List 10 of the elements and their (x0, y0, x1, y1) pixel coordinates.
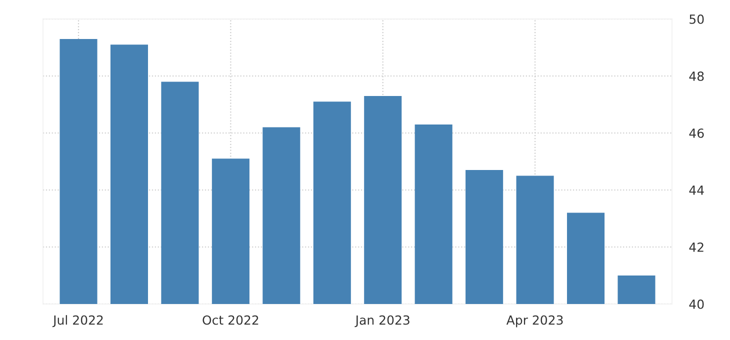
x-tick-label: Jul 2022 (52, 315, 103, 328)
y-tick-label: 40 (689, 299, 704, 309)
y-tick-label: 48 (689, 71, 704, 81)
y-tick-label: 42 (689, 242, 704, 252)
x-tick-label: Apr 2023 (506, 315, 563, 328)
y-tick-label: 46 (689, 128, 704, 138)
y-tick-label: 44 (689, 186, 704, 195)
x-tick-label: Oct 2022 (202, 315, 258, 325)
y-tick-label: 50 (690, 14, 704, 24)
x-tick-label: Jan 2023 (354, 315, 410, 328)
